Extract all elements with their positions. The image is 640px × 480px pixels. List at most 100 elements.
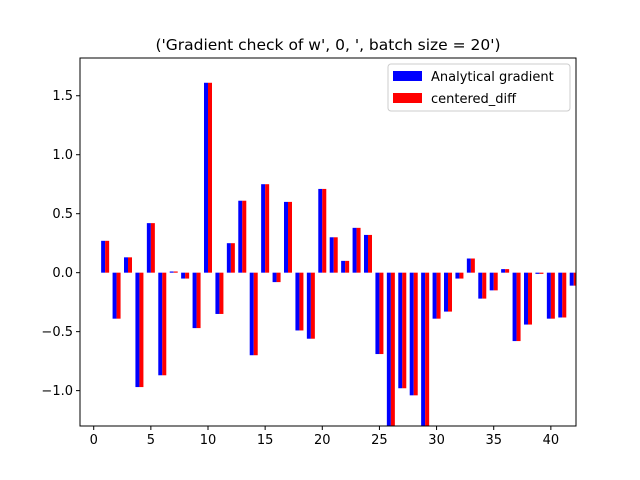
bar-centered-diff-19	[310, 272, 315, 339]
x-tick-label: 40	[543, 433, 560, 448]
bar-analytical-13	[238, 200, 243, 273]
x-tick-label: 25	[371, 433, 388, 448]
bar-centered-diff-26	[390, 272, 395, 426]
bar-analytical-12	[226, 243, 231, 273]
bar-centered-diff-32	[459, 272, 464, 279]
chart-title: ('Gradient check of w', 0, ', batch size…	[155, 36, 500, 54]
bar-centered-diff-30	[436, 272, 441, 319]
bar-centered-diff-35	[493, 272, 498, 291]
bar-analytical-26	[386, 272, 391, 426]
x-tick-label: 30	[428, 433, 445, 448]
bar-centered-diff-41	[562, 272, 567, 318]
bar-analytical-15	[261, 184, 266, 273]
bar-centered-diff-38	[528, 272, 532, 325]
bar-analytical-4	[135, 272, 140, 388]
bar-centered-diff-18	[299, 272, 304, 331]
x-tick-label: 0	[90, 433, 98, 448]
bar-centered-diff-8	[185, 272, 190, 279]
x-tick-label: 5	[147, 433, 155, 448]
bar-centered-diff-28	[413, 272, 418, 396]
bar-analytical-35	[489, 272, 494, 291]
y-tick-label: −1.0	[41, 384, 73, 399]
legend-label-centered-diff: centered_diff	[431, 92, 517, 107]
y-tick-label: 1.5	[52, 89, 73, 104]
bar-centered-diff-7	[173, 271, 178, 273]
bar-analytical-33	[466, 258, 471, 273]
bar-centered-diff-40	[550, 272, 555, 319]
bar-centered-diff-33	[470, 258, 475, 273]
bar-centered-diff-14	[253, 272, 258, 356]
bar-centered-diff-10	[208, 82, 212, 273]
bar-centered-diff-39	[539, 272, 544, 274]
bar-analytical-19	[306, 272, 311, 339]
bar-centered-diff-25	[379, 272, 384, 355]
bar-analytical-20	[318, 188, 323, 273]
bar-centered-diff-24	[368, 234, 372, 273]
bar-analytical-14	[249, 272, 254, 356]
bar-analytical-9	[192, 272, 197, 329]
bar-analytical-39	[535, 272, 540, 274]
bar-layer	[101, 82, 576, 426]
bar-analytical-25	[375, 272, 380, 355]
bar-centered-diff-3	[128, 257, 132, 273]
legend: Analytical gradient centered_diff	[387, 63, 571, 112]
x-tick-label: 35	[485, 433, 502, 448]
bar-centered-diff-36	[505, 269, 510, 273]
bar-analytical-29	[421, 272, 426, 426]
bar-analytical-10	[204, 82, 208, 273]
bar-analytical-5	[146, 223, 151, 273]
bar-analytical-41	[558, 272, 563, 318]
bar-centered-diff-9	[196, 272, 201, 329]
bar-analytical-28	[409, 272, 414, 396]
bar-analytical-36	[501, 269, 506, 273]
bar-analytical-16	[272, 272, 277, 283]
bar-centered-diff-34	[482, 272, 487, 299]
legend-swatch-analytical	[393, 71, 422, 81]
x-tick-label: 10	[200, 433, 217, 448]
bar-analytical-42	[569, 272, 574, 286]
plot-frame	[79, 57, 577, 427]
bar-analytical-37	[512, 272, 517, 342]
bar-centered-diff-27	[402, 272, 407, 389]
bar-centered-diff-29	[425, 272, 430, 426]
bar-centered-diff-2	[116, 272, 121, 319]
bar-centered-diff-15	[265, 184, 270, 273]
bar-analytical-21	[329, 237, 334, 273]
bar-analytical-18	[295, 272, 300, 331]
bar-analytical-24	[364, 234, 368, 273]
bar-centered-diff-11	[219, 272, 224, 314]
bar-centered-diff-1	[105, 240, 110, 273]
bar-centered-diff-23	[356, 227, 361, 273]
bar-centered-diff-31	[448, 272, 452, 312]
bar-centered-diff-37	[516, 272, 521, 342]
bar-analytical-27	[398, 272, 403, 389]
bar-analytical-30	[432, 272, 437, 319]
bar-centered-diff-21	[333, 237, 338, 273]
legend-box	[387, 63, 571, 112]
bar-centered-diff-20	[322, 188, 327, 273]
axes: 0 5 10 15 20 25 30 35 40 −1.0 −0.5 0.0 0.5 1.0 1.5	[41, 57, 577, 448]
legend-label-analytical: Analytical gradient	[431, 70, 554, 85]
legend-swatch-centered-diff	[393, 93, 422, 103]
bar-centered-diff-22	[345, 260, 350, 273]
bar-analytical-11	[215, 272, 220, 314]
bar-centered-diff-17	[288, 201, 292, 273]
bar-analytical-3	[124, 257, 128, 273]
bar-analytical-23	[352, 227, 357, 273]
y-tick-label: 0.0	[52, 266, 73, 281]
bar-analytical-32	[455, 272, 460, 279]
y-tick-label: −0.5	[41, 325, 73, 340]
x-tick-label: 20	[314, 433, 331, 448]
bar-analytical-31	[444, 272, 448, 312]
x-tick-label: 15	[257, 433, 274, 448]
bar-analytical-2	[112, 272, 117, 319]
bar-analytical-40	[546, 272, 551, 319]
bar-centered-diff-13	[242, 200, 247, 273]
bar-centered-diff-5	[150, 223, 155, 273]
bar-analytical-22	[341, 260, 346, 273]
bar-analytical-8	[181, 272, 186, 279]
bar-centered-diff-16	[276, 272, 281, 283]
bar-centered-diff-6	[162, 272, 167, 376]
bar-analytical-1	[101, 240, 106, 273]
